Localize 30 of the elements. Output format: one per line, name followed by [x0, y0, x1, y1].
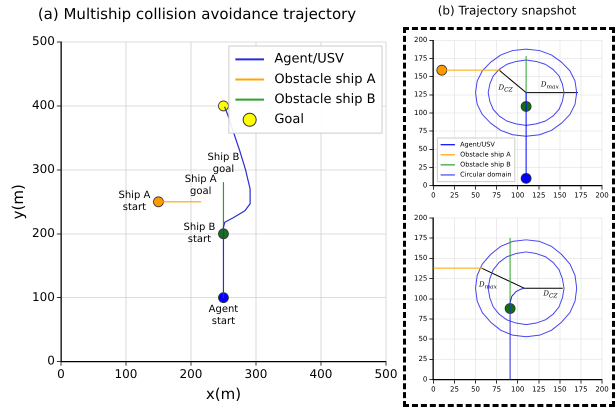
chart-title: (b) Trajectory snapshot — [438, 3, 577, 18]
x-tick-label: 0 — [57, 366, 65, 381]
annotation: Ship B goal — [208, 152, 240, 175]
x-tick-label: 400 — [310, 366, 332, 381]
point — [153, 196, 164, 208]
legend-label: Agent/USV — [274, 52, 344, 67]
annotation: Agent start — [208, 304, 238, 328]
y-tick-label: 200 — [32, 226, 55, 240]
annotation: Ship A start — [118, 190, 150, 214]
point — [436, 64, 448, 76]
x-tick-label: 500 — [374, 366, 398, 381]
y-tick-label: 400 — [32, 98, 55, 112]
point — [520, 172, 532, 184]
legend-label: Goal — [274, 112, 304, 128]
legend-label: Obstacle ship A — [274, 72, 376, 87]
annotation: Ship B start — [184, 222, 216, 246]
annotation: Ship A goal — [184, 174, 217, 198]
legend-label: Obstacle ship B — [274, 92, 376, 107]
y-tick-label: 0 — [47, 354, 55, 368]
y-tick-label: 100 — [32, 290, 55, 304]
x-axis-title: x(m) — [206, 384, 242, 403]
y-tick-label: 500 — [32, 34, 55, 48]
x-tick-label: 200 — [179, 366, 202, 381]
y-tick-label: 300 — [32, 162, 55, 176]
chart-title: (a) Multiship collision avoidance trajectory — [38, 4, 356, 23]
point — [218, 292, 229, 304]
x-tick-label: 100 — [114, 366, 138, 381]
x-tick-label: 300 — [244, 366, 268, 381]
y-axis-title: y(m) — [8, 184, 27, 220]
point — [218, 100, 229, 112]
